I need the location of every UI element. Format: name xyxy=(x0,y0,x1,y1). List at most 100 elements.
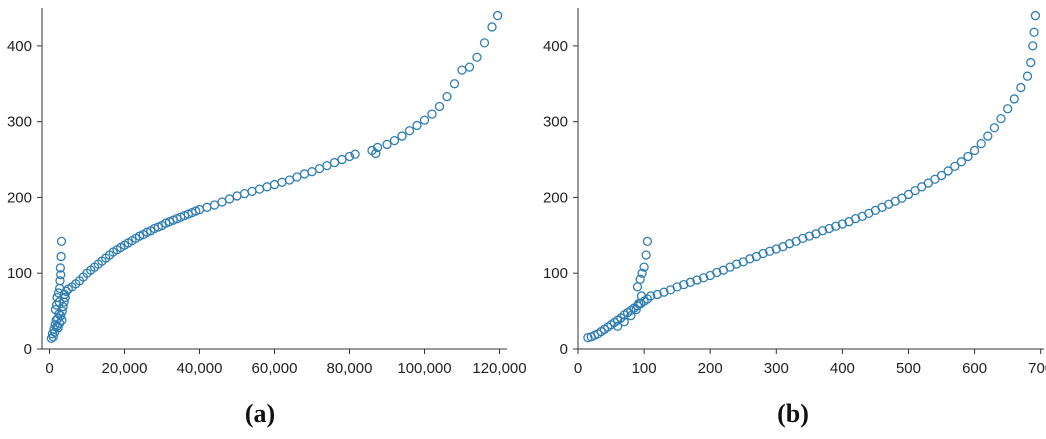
x-tick-label: 40,000 xyxy=(177,360,223,377)
data-point xyxy=(284,175,295,185)
data-point xyxy=(850,214,861,224)
data-point xyxy=(382,139,392,150)
panel-b-axes: 0 100 200 300 400 500 600 700 0 100 200 300 400 xyxy=(543,8,1046,377)
data-point xyxy=(434,101,445,112)
data-point xyxy=(636,291,647,301)
data-point xyxy=(1026,57,1036,68)
data-point xyxy=(976,138,986,149)
y-tick-label: 300 xyxy=(543,114,568,131)
data-point xyxy=(329,157,340,168)
data-point xyxy=(262,182,272,192)
data-point xyxy=(758,248,768,259)
data-point xyxy=(969,145,980,156)
data-point xyxy=(798,233,808,244)
y-tick-label: 200 xyxy=(543,189,568,206)
y-tick-label: 0 xyxy=(560,341,568,358)
data-point xyxy=(464,62,475,72)
data-point xyxy=(269,179,280,190)
data-point xyxy=(637,268,647,278)
data-point xyxy=(350,149,360,159)
data-point xyxy=(299,169,310,179)
data-point xyxy=(254,184,265,194)
data-point xyxy=(642,236,653,247)
data-point xyxy=(55,263,66,273)
x-tick-label: 200 xyxy=(698,360,723,377)
data-point xyxy=(56,270,66,280)
data-point xyxy=(389,135,400,146)
x-tick-label: 300 xyxy=(764,360,789,377)
data-point xyxy=(322,160,332,171)
data-point xyxy=(765,246,775,256)
data-point xyxy=(232,191,242,201)
data-point xyxy=(427,109,437,119)
data-point xyxy=(731,259,742,269)
data-point xyxy=(487,22,497,32)
x-tick-label: 80,000 xyxy=(327,360,373,377)
data-point xyxy=(344,151,355,162)
data-point xyxy=(55,276,65,286)
data-point xyxy=(824,223,834,234)
data-point xyxy=(442,92,452,102)
data-point xyxy=(457,65,467,75)
x-tick-label: 0 xyxy=(45,360,53,377)
data-point xyxy=(372,142,383,153)
y-tick-label: 300 xyxy=(7,114,32,131)
data-point xyxy=(307,167,317,177)
data-point xyxy=(56,236,67,247)
y-tick-label: 200 xyxy=(7,189,32,206)
data-point xyxy=(224,194,235,204)
data-point xyxy=(950,161,960,172)
data-point xyxy=(943,166,953,176)
y-tick-label: 400 xyxy=(543,38,568,55)
data-point xyxy=(771,244,781,254)
data-point xyxy=(641,250,651,260)
data-point xyxy=(48,332,58,342)
panel-b-chart: 0 100 200 300 400 500 600 700 0 100 200 300 400 (b) xyxy=(543,8,1046,428)
data-point xyxy=(936,170,947,181)
y-tick-label: 100 xyxy=(7,265,32,282)
x-tick-label: 60,000 xyxy=(252,360,298,377)
data-point xyxy=(1029,27,1039,37)
data-point xyxy=(397,131,407,141)
data-point xyxy=(449,79,460,89)
data-point xyxy=(53,323,63,333)
data-point xyxy=(745,254,755,264)
data-point xyxy=(412,120,422,131)
y-tick-label: 100 xyxy=(543,265,568,282)
x-tick-label: 500 xyxy=(896,360,921,377)
panel-a-chart: 0 20,000 40,000 60,000 80,000 100,000 120,000 0… xyxy=(7,8,527,428)
panel-a-label: (a) xyxy=(245,399,275,428)
data-point xyxy=(419,115,430,125)
data-point xyxy=(239,189,250,199)
data-point xyxy=(837,219,848,229)
data-point xyxy=(53,314,63,324)
data-point xyxy=(371,148,381,159)
data-point xyxy=(247,186,257,197)
data-point xyxy=(492,10,503,21)
panel-b-label: (b) xyxy=(777,399,809,428)
data-point xyxy=(639,262,649,272)
data-point xyxy=(698,273,709,283)
data-point xyxy=(804,231,814,241)
x-tick-label: 700 xyxy=(1028,360,1046,377)
x-tick-label: 600 xyxy=(962,360,987,377)
data-point xyxy=(632,282,643,292)
data-point xyxy=(817,226,828,236)
data-point xyxy=(61,286,72,297)
data-point xyxy=(983,131,993,141)
data-point xyxy=(337,154,347,165)
data-point xyxy=(209,200,220,210)
data-point xyxy=(292,172,302,182)
data-point xyxy=(989,123,1000,133)
data-point xyxy=(1016,82,1026,93)
data-point xyxy=(652,289,662,300)
data-point xyxy=(692,275,702,285)
data-point xyxy=(404,126,415,136)
data-point xyxy=(685,277,696,287)
panel-a-axes: 0 20,000 40,000 60,000 80,000 100,000 120,000 0… xyxy=(7,8,527,377)
data-point xyxy=(996,113,1006,124)
data-point xyxy=(712,267,722,278)
data-point xyxy=(479,38,490,48)
data-point xyxy=(963,151,973,162)
